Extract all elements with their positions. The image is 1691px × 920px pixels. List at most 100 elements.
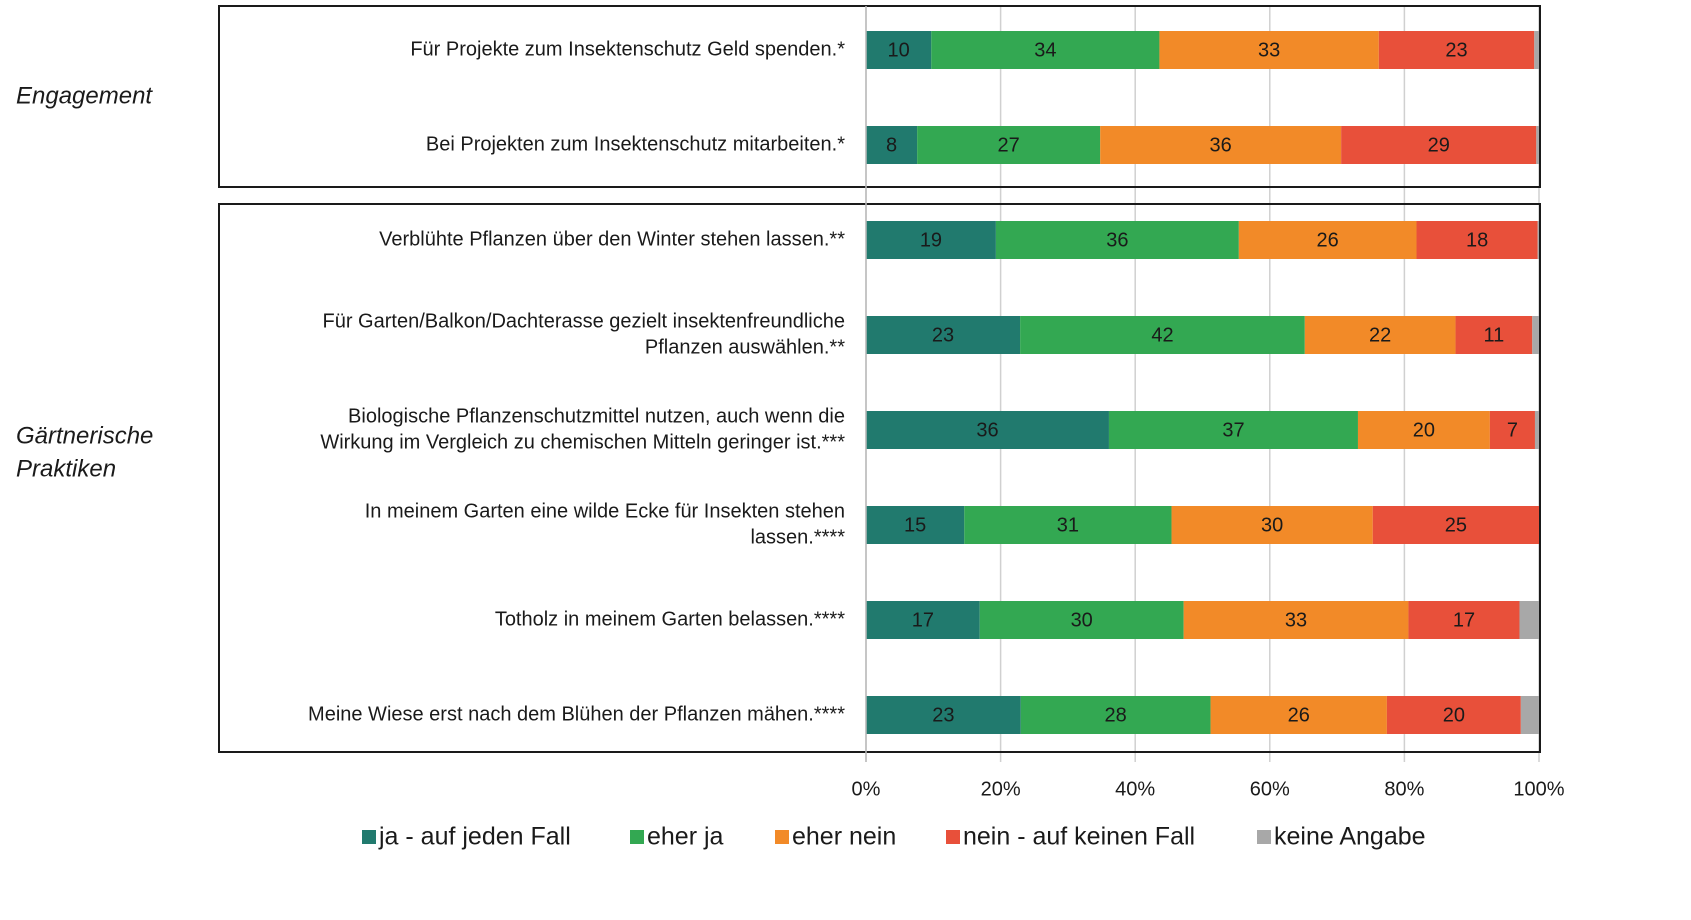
category-label: Meine Wiese erst nach dem Blühen der Pfl… — [308, 703, 845, 725]
category-label: Pflanzen auswählen.** — [645, 336, 845, 358]
value-label: 22 — [1369, 324, 1391, 346]
bar-segment — [1455, 316, 1533, 354]
bar-segment — [1171, 506, 1373, 544]
legend-label: keine Angabe — [1274, 823, 1426, 851]
bar-segment — [1159, 31, 1379, 69]
category-label: Totholz in meinem Garten belassen.**** — [495, 608, 845, 630]
value-label: 36 — [1106, 229, 1128, 251]
bar-segment — [1020, 696, 1211, 734]
value-label: 30 — [1071, 609, 1093, 631]
bar-segment — [866, 31, 932, 69]
value-label: 27 — [998, 134, 1020, 156]
value-label: 29 — [1428, 134, 1450, 156]
bar-segment — [866, 411, 1109, 449]
bar-segment — [1532, 316, 1539, 354]
bar-segment — [1536, 126, 1539, 164]
bar-segment — [1378, 31, 1535, 69]
legend-label: ja - auf jeden Fall — [378, 823, 571, 851]
value-label: 17 — [912, 609, 934, 631]
x-tick-label: 60% — [1250, 778, 1290, 800]
value-label: 19 — [920, 229, 942, 251]
bar-segment — [1372, 506, 1539, 544]
bar-segment — [1341, 126, 1537, 164]
legend-swatch — [1257, 830, 1271, 844]
bar-segment — [866, 601, 980, 639]
bar-segment — [979, 601, 1184, 639]
legend-swatch — [775, 830, 789, 844]
bar-segment — [1108, 411, 1358, 449]
bar-segment — [1304, 316, 1456, 354]
bar-segment — [1238, 221, 1417, 259]
bar-segment — [1534, 31, 1539, 69]
value-label: 23 — [932, 324, 954, 346]
legend-swatch — [946, 830, 960, 844]
bar-segment — [866, 506, 965, 544]
value-label: 42 — [1151, 324, 1173, 346]
value-label: 33 — [1258, 39, 1280, 61]
x-tick-label: 0% — [852, 778, 881, 800]
bar-segment — [1534, 411, 1539, 449]
x-tick-label: 40% — [1115, 778, 1155, 800]
value-label: 8 — [886, 134, 897, 156]
legend-label: eher nein — [792, 823, 896, 851]
bar-segment — [1537, 221, 1539, 259]
value-label: 26 — [1288, 704, 1310, 726]
category-label: Wirkung im Vergleich zu chemischen Mitte… — [320, 431, 845, 453]
bar-segment — [1020, 316, 1305, 354]
value-label: 23 — [1445, 39, 1467, 61]
value-label: 37 — [1222, 419, 1244, 441]
value-label: 31 — [1057, 514, 1079, 536]
bar-segment — [1210, 696, 1387, 734]
legend-label: eher ja — [647, 823, 724, 851]
bar-segment — [1489, 411, 1535, 449]
bar-segment — [866, 126, 918, 164]
value-label: 34 — [1034, 39, 1056, 61]
bar-segment — [917, 126, 1101, 164]
value-label: 30 — [1261, 514, 1283, 536]
bar-segment — [995, 221, 1239, 259]
bar-segment — [1520, 696, 1539, 734]
bar-segment — [866, 316, 1021, 354]
bar-segment — [1519, 601, 1539, 639]
legend-swatch — [362, 830, 376, 844]
bar-segment — [931, 31, 1160, 69]
category-label: lassen.**** — [750, 526, 845, 548]
category-label: Verblühte Pflanzen über den Winter stehe… — [379, 228, 845, 250]
bar-segment — [1100, 126, 1342, 164]
value-label: 10 — [888, 39, 910, 61]
bar-segment — [1183, 601, 1409, 639]
value-label: 36 — [976, 419, 998, 441]
value-label: 23 — [932, 704, 954, 726]
bar-segment — [1357, 411, 1490, 449]
category-label: Bei Projekten zum Insektenschutz mitarbe… — [426, 133, 845, 155]
value-label: 15 — [904, 514, 926, 536]
value-label: 26 — [1317, 229, 1339, 251]
x-tick-label: 20% — [981, 778, 1021, 800]
value-label: 28 — [1105, 704, 1127, 726]
value-label: 20 — [1413, 419, 1435, 441]
bar-segment — [1416, 221, 1538, 259]
category-label: Biologische Pflanzenschutzmittel nutzen,… — [348, 405, 845, 427]
bar-segment — [1386, 696, 1521, 734]
value-label: 17 — [1453, 609, 1475, 631]
bar-segment — [964, 506, 1172, 544]
x-tick-label: 100% — [1513, 778, 1564, 800]
group-label: Praktiken — [16, 455, 116, 482]
group-label: Engagement — [16, 82, 153, 109]
value-label: 33 — [1285, 609, 1307, 631]
category-label: Für Projekte zum Insektenschutz Geld spe… — [410, 38, 845, 60]
x-tick-label: 80% — [1384, 778, 1424, 800]
legend-swatch — [630, 830, 644, 844]
group-label: Gärtnerische — [16, 422, 153, 449]
group-box — [218, 203, 1541, 753]
value-label: 20 — [1443, 704, 1465, 726]
value-label: 7 — [1507, 419, 1518, 441]
bar-segment — [866, 221, 996, 259]
bar-segment — [1408, 601, 1520, 639]
legend-label: nein - auf keinen Fall — [963, 823, 1195, 851]
value-label: 18 — [1466, 229, 1488, 251]
bar-segment — [866, 696, 1021, 734]
value-label: 36 — [1210, 134, 1232, 156]
value-label: 25 — [1445, 514, 1467, 536]
